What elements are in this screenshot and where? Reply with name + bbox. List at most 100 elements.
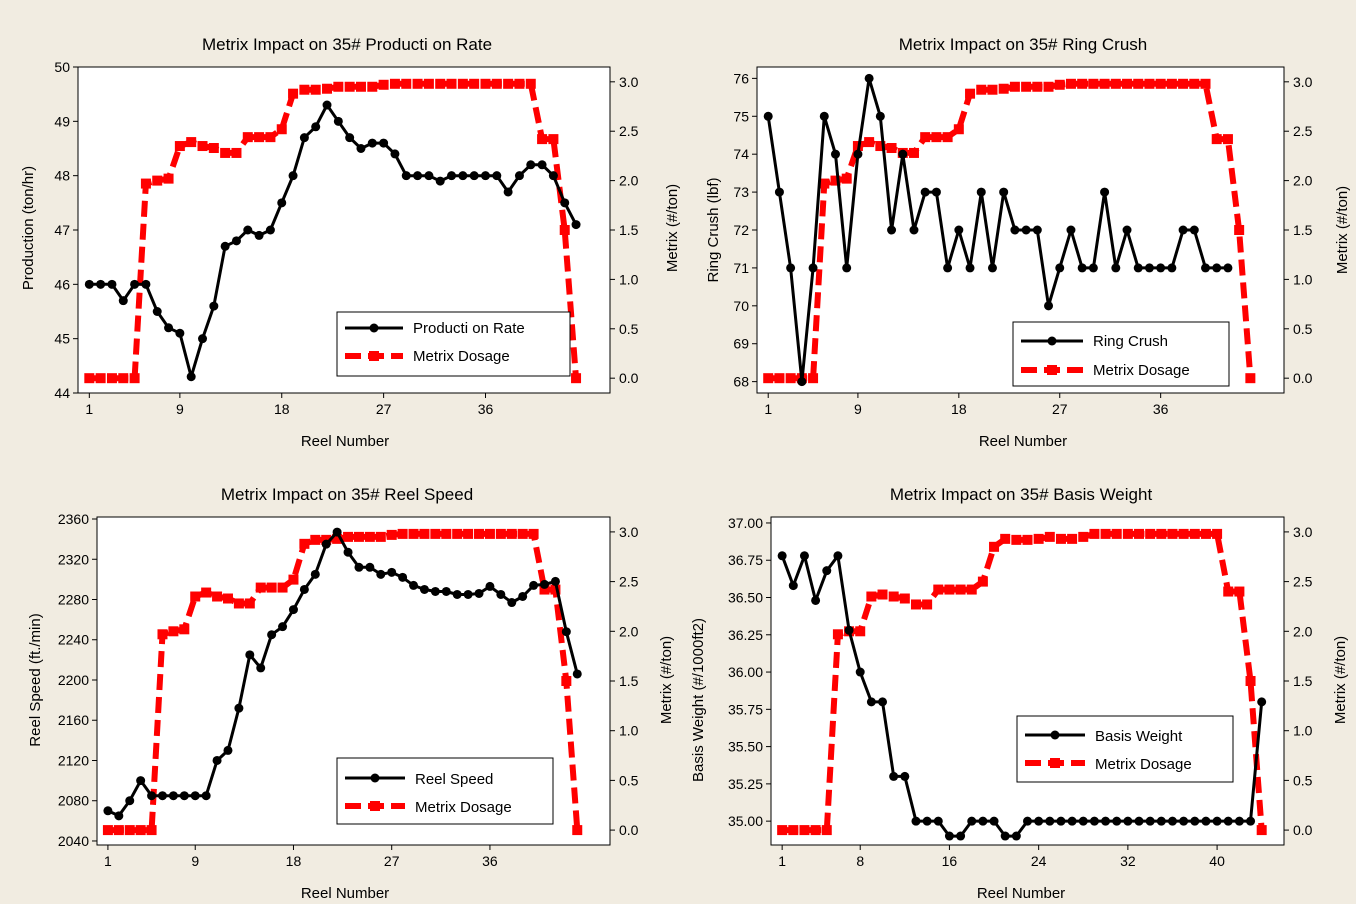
x-tick-label: 1	[85, 401, 93, 417]
legend-box	[1016, 715, 1234, 783]
legend-label-0: Reel Speed	[415, 771, 493, 788]
data-point	[288, 605, 298, 615]
legend-marker-0	[1047, 336, 1057, 346]
y2-tick-label: 3.0	[619, 524, 639, 540]
data-point	[774, 187, 784, 197]
dosage-point	[140, 178, 151, 189]
dosage-point	[998, 83, 1009, 94]
dosage-point	[1178, 528, 1189, 539]
y-tick-label: 73	[733, 184, 749, 200]
x-tick-label: 1	[104, 853, 112, 869]
data-point	[1189, 225, 1199, 235]
data-point	[186, 372, 196, 382]
data-point	[909, 225, 919, 235]
data-point	[157, 791, 167, 801]
dosage-point	[146, 825, 157, 836]
data-point	[1066, 225, 1076, 235]
y-tick-label: 36.25	[728, 627, 763, 643]
data-point	[485, 581, 495, 591]
dosage-point	[1032, 81, 1043, 92]
y2-tick-label: 3.0	[619, 74, 639, 90]
y2-axis-label: Metrix (#/ton)	[1332, 636, 1349, 724]
data-point	[1201, 816, 1211, 826]
dosage-point	[276, 124, 287, 135]
data-point	[492, 171, 502, 181]
x-tick-label: 18	[951, 401, 967, 417]
y2-tick-label: 1.0	[619, 723, 639, 739]
y-tick-label: 2200	[58, 672, 89, 688]
y2-tick-label: 1.0	[619, 271, 639, 287]
dosage-point	[452, 528, 463, 539]
data-point	[898, 149, 908, 159]
data-point	[1190, 816, 1200, 826]
dosage-point	[1134, 528, 1145, 539]
dosage-point	[821, 825, 832, 836]
plot-layer: 1 8 16 24 32 40 35.00 35.25 35.50 35.75 36.00 36.25…	[728, 515, 1313, 869]
dosage-point	[423, 78, 434, 89]
data-point	[529, 580, 539, 590]
data-point	[540, 579, 550, 589]
data-point	[526, 160, 536, 170]
dosage-point	[1155, 78, 1166, 89]
dosage-point	[1212, 528, 1223, 539]
data-point	[1089, 816, 1099, 826]
y-tick-label: 35.25	[728, 776, 763, 792]
x-tick-label: 32	[1120, 853, 1136, 869]
dosage-point	[242, 132, 253, 143]
data-point	[889, 771, 899, 781]
y2-tick-label: 1.0	[1293, 271, 1313, 287]
data-point	[277, 198, 287, 208]
legend-label-0: Ring Crush	[1093, 333, 1168, 350]
y-tick-label: 70	[733, 298, 749, 314]
dosage-point	[255, 582, 266, 593]
dosage-point	[788, 825, 799, 836]
x-tick-label: 18	[286, 853, 302, 869]
dosage-point	[435, 78, 446, 89]
data-point	[1134, 816, 1144, 826]
x-tick-label: 8	[856, 853, 864, 869]
dosage-point	[550, 584, 561, 595]
dosage-point	[989, 541, 1000, 552]
data-point	[345, 133, 355, 143]
dosage-point	[987, 84, 998, 95]
dosage-point	[84, 373, 95, 384]
dosage-point	[419, 528, 430, 539]
data-point	[390, 149, 400, 159]
y-axis-label: Ring Crush (lbf)	[705, 177, 722, 282]
data-point	[190, 791, 200, 801]
data-point	[441, 586, 451, 596]
legend-label-1: Metrix Dosage	[413, 348, 510, 365]
data-point	[833, 551, 843, 561]
data-point	[419, 584, 429, 594]
data-point	[1212, 816, 1222, 826]
data-point	[560, 198, 570, 208]
data-point	[398, 572, 408, 582]
y-tick-label: 36.50	[728, 590, 763, 606]
legend-label-0: Basis Weight	[1095, 728, 1183, 745]
y2-tick-label: 0.0	[1293, 822, 1313, 838]
data-point	[310, 569, 320, 579]
data-point	[1000, 831, 1010, 841]
data-point	[164, 323, 174, 333]
dosage-point	[1011, 534, 1022, 545]
basis-weight-chart: Metrix Impact on 35# Basis Weight Reel N…	[690, 485, 1349, 902]
legend-marker-1	[369, 351, 379, 361]
dosage-point	[299, 84, 310, 95]
data-point	[853, 149, 863, 159]
data-point	[1212, 263, 1222, 273]
dosage-point	[1144, 78, 1155, 89]
x-axis-label: Reel Number	[979, 433, 1067, 450]
dosage-point	[288, 574, 299, 585]
data-point	[125, 796, 135, 806]
data-point	[278, 622, 288, 632]
data-point	[1078, 816, 1088, 826]
data-point	[480, 171, 490, 181]
x-tick-label: 36	[1153, 401, 1169, 417]
dosage-point	[559, 225, 570, 235]
dosage-point	[1256, 825, 1267, 836]
dosage-point	[931, 132, 942, 143]
data-point	[1144, 263, 1154, 273]
dosage-point	[1234, 225, 1245, 235]
data-point	[1145, 816, 1155, 826]
